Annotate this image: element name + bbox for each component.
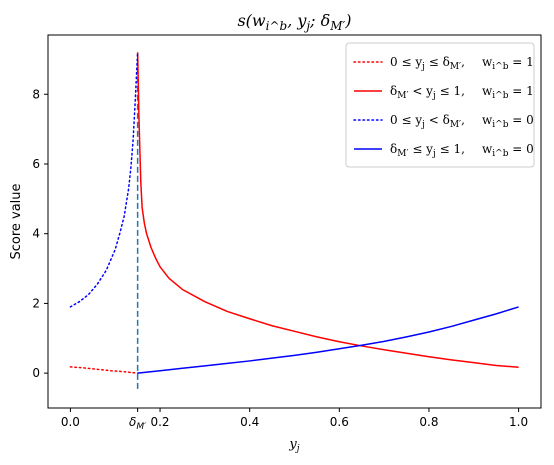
x-tick-label: 0.6 (330, 415, 349, 429)
series-line-3 (69, 51, 139, 308)
series-line-4 (137, 306, 519, 374)
y-tick-label: 4 (32, 227, 40, 241)
axes-frame (47, 34, 542, 409)
legend-box (345, 42, 535, 168)
legend-label: δM′ < yj ≤ 1, (390, 84, 465, 101)
y-tick-label: 6 (32, 157, 40, 171)
legend-label-weight: wi^b = 1 (482, 84, 534, 101)
legend-label-weight: wi^b = 0 (482, 142, 534, 159)
x-tick-label: 0.0 (61, 415, 80, 429)
series-line-1 (69, 366, 139, 374)
legend-label: 0 ≤ yj < δM′, (390, 113, 465, 130)
chart-title: s(wi^b, yj; δM′) (237, 11, 351, 33)
x-tick-label: 1.0 (509, 415, 528, 429)
x-tick-label: 0.8 (419, 415, 438, 429)
plot-area (69, 51, 519, 389)
x-tick-label: δM′ (129, 415, 146, 432)
x-axis-label: yj (288, 437, 299, 454)
x-tick-label: 0.4 (240, 415, 259, 429)
legend-label: δM′ ≤ yj ≤ 1, (390, 142, 465, 159)
legend-label-weight: wi^b = 0 (482, 113, 534, 130)
y-axis-label: Score value (9, 183, 24, 259)
legend-label: 0 ≤ yj ≤ δM′, (390, 55, 465, 72)
x-tick-label: 0.2 (150, 415, 169, 429)
y-tick-label: 8 (32, 87, 40, 101)
y-tick-label: 2 (32, 296, 40, 310)
legend-label-weight: wi^b = 1 (482, 55, 534, 72)
y-tick-label: 0 (32, 366, 40, 380)
axis-ticks: 0.0 δM′ 0.2 0.4 0.6 0.8 1.0 0 2 4 6 8 (32, 87, 528, 431)
legend: 0 ≤ yj ≤ δM′, wi^b = 1 δM′ < yj ≤ 1, wi^b =… (345, 42, 535, 168)
series-line-2 (136, 52, 519, 368)
